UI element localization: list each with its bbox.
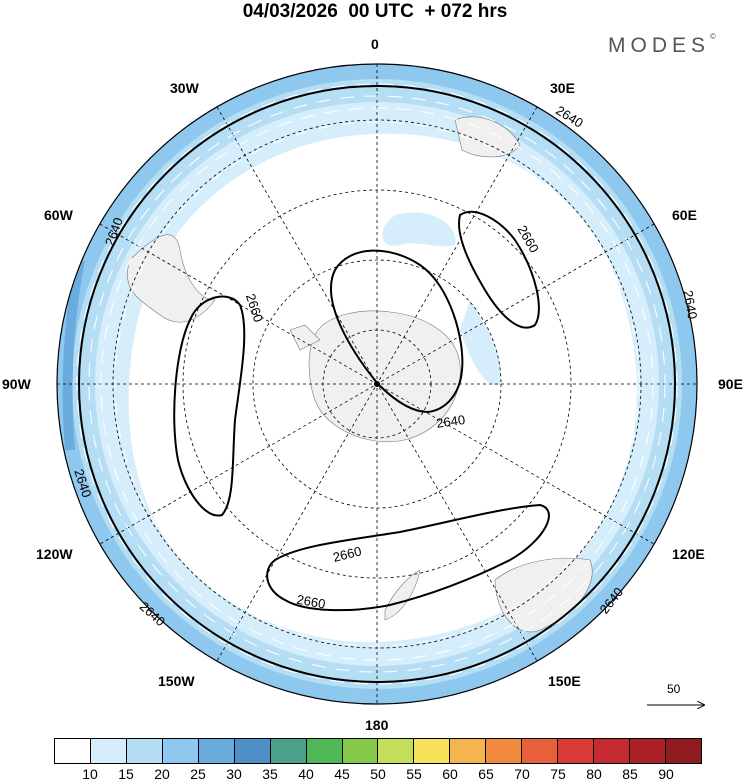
shade-patch xyxy=(382,212,456,247)
lon-label-60e: 60E xyxy=(672,207,697,223)
lon-label-30w: 30W xyxy=(170,80,199,96)
colorbar-tick-label: 75 xyxy=(550,766,566,782)
colorbar-swatch xyxy=(414,739,451,763)
colorbar-swatch xyxy=(55,739,91,763)
contour-label: 2640 xyxy=(681,289,701,320)
australia xyxy=(494,557,593,633)
lon-label-90e: 90E xyxy=(718,376,743,392)
lon-label-120e: 120E xyxy=(672,546,705,562)
colorbar-tick-label: 35 xyxy=(262,766,278,782)
colorbar-tick-label: 55 xyxy=(406,766,422,782)
colorbar-tick-label: 60 xyxy=(442,766,458,782)
contour-label: 2660 xyxy=(331,543,363,565)
colorbar-swatch xyxy=(270,739,307,763)
colorbar-tick-label: 65 xyxy=(478,766,494,782)
colorbar-swatch xyxy=(630,739,666,763)
map-title: 04/03/2026 00 UTC + 072 hrs xyxy=(242,1,508,22)
lon-label-90w: 90W xyxy=(2,376,31,392)
colorbar-tick-label: 50 xyxy=(370,766,386,782)
colorbar-tick-label: 10 xyxy=(82,766,98,782)
colorbar-tick-label: 25 xyxy=(190,766,206,782)
height-contours xyxy=(78,85,676,683)
colorbar-swatch xyxy=(665,739,701,763)
map-border xyxy=(56,63,698,705)
colorbar-swatch xyxy=(450,739,487,763)
contour-label: 2640 xyxy=(435,412,466,431)
colorbar-swatch xyxy=(594,739,630,763)
colorbar-tick-label: 15 xyxy=(118,766,134,782)
colorbar-tick-label: 90 xyxy=(658,766,674,782)
colorbar-swatch xyxy=(558,739,595,763)
lon-label-150w: 150W xyxy=(158,673,195,689)
colorbar-swatch xyxy=(198,739,235,763)
colorbar-tick-label: 85 xyxy=(622,766,638,782)
brand-logo: MODES© xyxy=(608,32,716,57)
new-zealand xyxy=(384,569,421,621)
colorbar xyxy=(54,738,702,764)
reference-vector-value: 50 xyxy=(667,682,681,696)
lon-label-180: 180 xyxy=(365,717,389,733)
shade-patch xyxy=(460,300,501,386)
colorbar-tick-label: 40 xyxy=(298,766,314,782)
lon-label-0: 0 xyxy=(371,36,379,52)
colorbar-tick-label: 20 xyxy=(154,766,170,782)
lon-label-150e: 150E xyxy=(548,673,581,689)
colorbar-tick-label: 80 xyxy=(586,766,602,782)
colorbar-swatch xyxy=(522,739,559,763)
colorbar-swatch xyxy=(126,739,163,763)
reference-vector: 50 xyxy=(645,682,707,716)
colorbar-swatch xyxy=(234,739,271,763)
wind-vectors xyxy=(76,83,678,685)
antarctic-peninsula xyxy=(289,324,321,351)
lon-label-30e: 30E xyxy=(550,80,575,96)
colorbar-swatch xyxy=(162,739,199,763)
colorbar-swatch xyxy=(486,739,523,763)
colorbar-tick-label: 45 xyxy=(334,766,350,782)
contour-label: 2660 xyxy=(296,592,327,612)
colorbar-swatch xyxy=(306,739,343,763)
lon-label-60w: 60W xyxy=(44,207,73,223)
colorbar-swatch xyxy=(378,739,415,763)
africa xyxy=(454,116,521,158)
colorbar-tick-label: 70 xyxy=(514,766,530,782)
south-america xyxy=(127,234,216,323)
lon-label-120w: 120W xyxy=(36,546,73,562)
colorbar-tick-label: 30 xyxy=(226,766,242,782)
jet-core-west xyxy=(62,259,85,451)
pole-marker xyxy=(374,381,380,387)
colorbar-swatch xyxy=(90,739,127,763)
colorbar-ticks: 10 15 20 25 30 35 40 45 50 55 60 65 70 75 80 85 90 xyxy=(54,764,702,782)
colorbar-swatch xyxy=(342,739,379,763)
